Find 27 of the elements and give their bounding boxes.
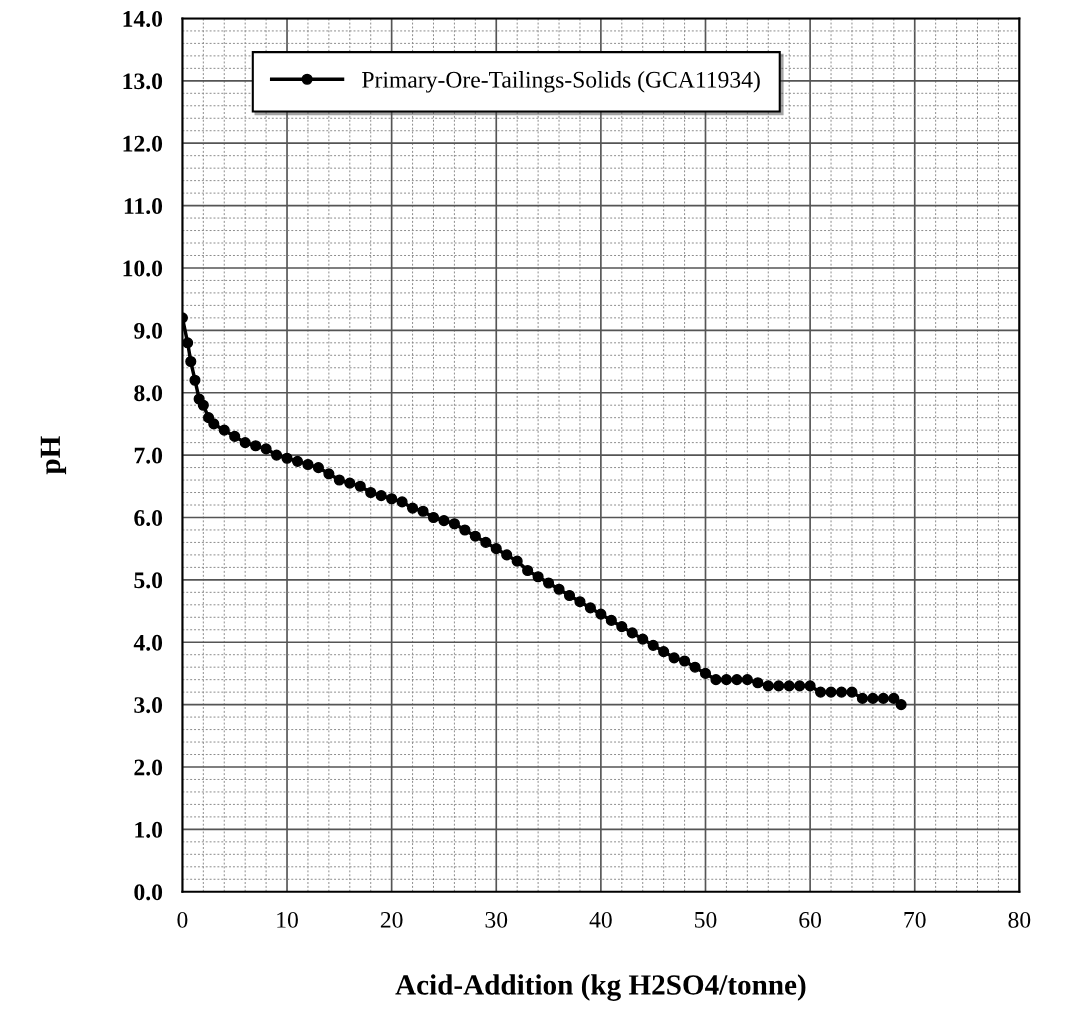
x-tick-label: 30: [485, 911, 508, 928]
y-tick-label: 1.0: [135, 821, 163, 838]
x-tick-label: 70: [904, 911, 926, 928]
y-tick-label: 3.0: [134, 697, 163, 714]
y-tick-label: 12.0: [123, 135, 163, 152]
x-tick-label: 60: [799, 911, 822, 928]
x-tick-label: 10: [277, 911, 298, 928]
x-tick-label: 0: [177, 911, 188, 928]
y-tick-label: 7.0: [134, 447, 163, 464]
y-tick-label: 0.0: [134, 884, 163, 901]
legend-label: Primary-Ore-Tailings-Solids (GCA11934): [362, 71, 760, 93]
y-tick-label: 4.0: [133, 634, 163, 651]
y-tick-label: 13.0: [123, 73, 163, 90]
x-axis-title: Acid-Addition (kg H2SO4/tonne): [395, 974, 806, 1001]
y-tick-label: 6.0: [134, 509, 163, 527]
y-tick-label: 8.0: [134, 385, 163, 402]
y-tick-label: 14.0: [123, 10, 163, 27]
x-tick-label: 80: [1008, 911, 1031, 928]
y-tick-label: 9.0: [134, 322, 163, 339]
x-tick-label: 40: [589, 911, 612, 928]
x-tick-label: 20: [380, 911, 403, 928]
x-tick-label: 50: [695, 911, 717, 928]
y-tick-label: 11.0: [124, 198, 163, 215]
y-tick-label: 5.0: [134, 572, 163, 589]
y-tick-label: 2.0: [134, 759, 163, 776]
y-tick-label: 10.0: [123, 260, 163, 277]
y-axis-title: pH: [40, 436, 67, 475]
